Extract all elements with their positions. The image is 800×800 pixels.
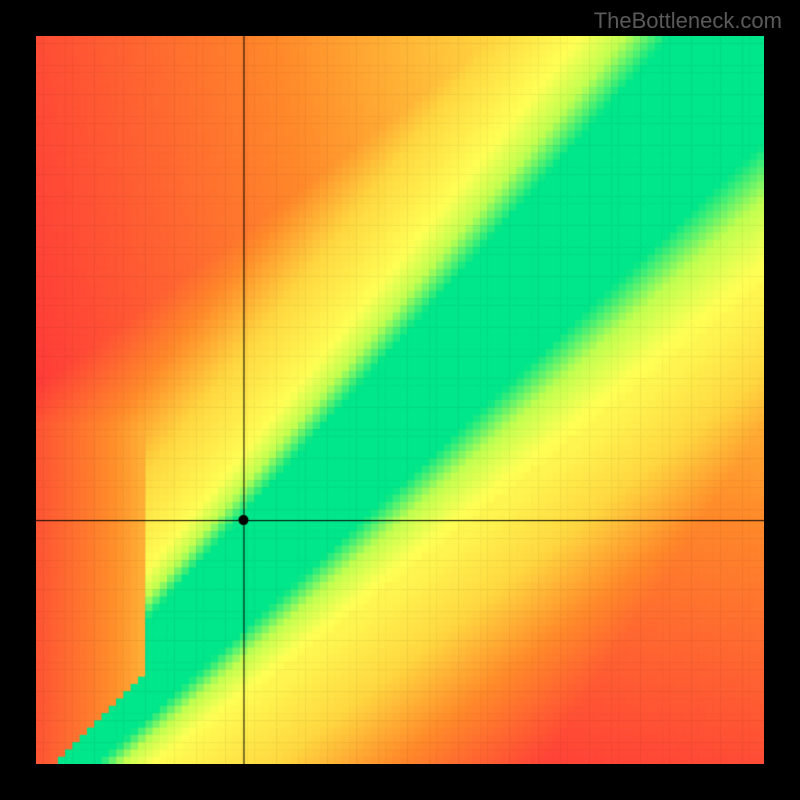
bottleneck-heatmap	[36, 36, 764, 764]
watermark-text: TheBottleneck.com	[594, 8, 782, 34]
heatmap-canvas	[36, 36, 764, 764]
